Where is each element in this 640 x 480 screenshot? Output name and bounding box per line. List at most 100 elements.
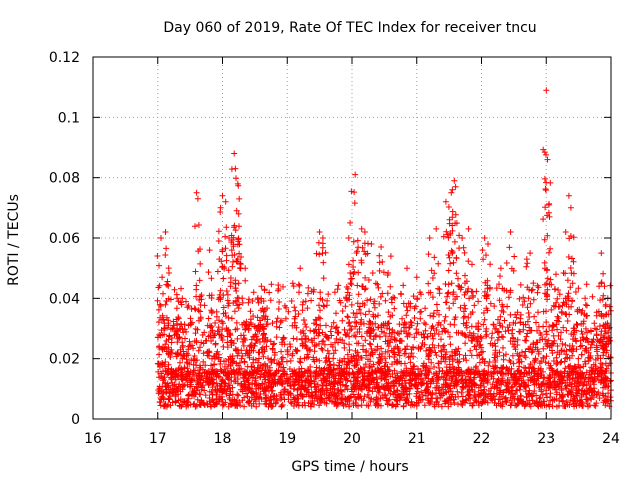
data-point <box>497 313 504 320</box>
data-point <box>411 315 418 321</box>
data-point <box>470 292 477 299</box>
chart-title: Day 060 of 2019, Rate Of TEC Index for r… <box>163 20 536 36</box>
data-point <box>355 291 362 298</box>
data-point <box>362 311 369 318</box>
data-point <box>253 403 260 410</box>
data-point <box>427 398 434 405</box>
data-point <box>178 301 185 308</box>
data-point <box>251 366 258 373</box>
data-point <box>197 381 204 388</box>
data-point <box>181 365 188 372</box>
data-point <box>294 386 301 393</box>
data-point <box>417 375 424 382</box>
data-point <box>594 352 601 359</box>
data-point <box>587 353 594 359</box>
data-point <box>441 327 448 334</box>
data-point <box>411 381 418 388</box>
data-point <box>472 381 479 388</box>
data-point <box>498 364 505 371</box>
data-point <box>398 388 405 395</box>
data-point <box>530 365 537 372</box>
data-point <box>433 352 440 359</box>
data-point <box>248 388 255 395</box>
data-point <box>558 387 565 394</box>
data-point <box>317 315 324 322</box>
data-point <box>587 395 593 402</box>
data-point <box>559 393 566 399</box>
data-point <box>527 403 534 410</box>
data-point <box>228 402 235 408</box>
data-point <box>263 401 270 408</box>
data-point <box>517 311 524 318</box>
data-point <box>582 360 589 367</box>
data-point <box>237 402 244 409</box>
data-point <box>515 400 522 407</box>
data-point <box>172 398 179 405</box>
data-point <box>575 382 582 389</box>
data-point <box>278 348 285 355</box>
data-point <box>525 390 532 397</box>
data-point <box>593 312 600 319</box>
data-point <box>563 347 570 354</box>
data-point <box>463 397 470 404</box>
data-point <box>290 394 297 401</box>
data-point <box>224 339 231 346</box>
data-point <box>312 316 319 323</box>
data-point <box>478 335 485 342</box>
data-point <box>311 335 318 342</box>
data-point <box>189 319 195 326</box>
data-point <box>471 370 478 377</box>
data-point <box>446 383 453 390</box>
data-point <box>239 388 246 395</box>
data-point <box>498 393 505 400</box>
data-point <box>213 386 219 393</box>
data-point <box>527 361 534 367</box>
data-point <box>391 367 398 374</box>
data-point <box>592 402 599 409</box>
data-point <box>289 352 296 359</box>
data-point <box>341 358 348 365</box>
data-point <box>514 376 520 383</box>
data-point <box>411 334 418 341</box>
data-point <box>456 358 463 365</box>
data-point <box>529 348 536 355</box>
data-point <box>331 379 338 386</box>
data-point <box>542 359 549 366</box>
data-point <box>200 358 207 365</box>
data-point <box>346 333 353 340</box>
data-point <box>193 402 200 409</box>
data-point <box>196 391 203 398</box>
data-point <box>248 402 255 409</box>
data-point <box>445 289 452 296</box>
data-point <box>484 307 491 314</box>
data-point <box>192 403 199 410</box>
x-tick-label: 16 <box>84 431 102 447</box>
data-point <box>388 347 395 354</box>
data-point <box>477 334 484 340</box>
data-point <box>423 364 430 371</box>
data-point <box>396 321 403 328</box>
data-point <box>419 380 426 387</box>
data-point <box>389 329 396 336</box>
data-point <box>534 327 540 334</box>
data-point <box>331 389 338 395</box>
data-point <box>451 321 458 328</box>
data-point <box>195 370 202 377</box>
data-point <box>415 329 422 336</box>
data-point <box>332 339 338 346</box>
data-point <box>344 377 351 384</box>
data-point <box>277 373 284 380</box>
data-point <box>430 310 437 317</box>
data-point <box>341 326 348 333</box>
data-point <box>318 366 325 373</box>
data-point <box>187 401 194 408</box>
data-point <box>322 359 329 366</box>
data-point <box>165 370 172 377</box>
data-point <box>499 365 506 372</box>
data-point <box>376 300 383 307</box>
data-point <box>536 360 543 367</box>
data-point <box>475 298 482 305</box>
data-point <box>528 349 535 356</box>
data-point <box>493 382 500 389</box>
data-point <box>365 402 372 409</box>
